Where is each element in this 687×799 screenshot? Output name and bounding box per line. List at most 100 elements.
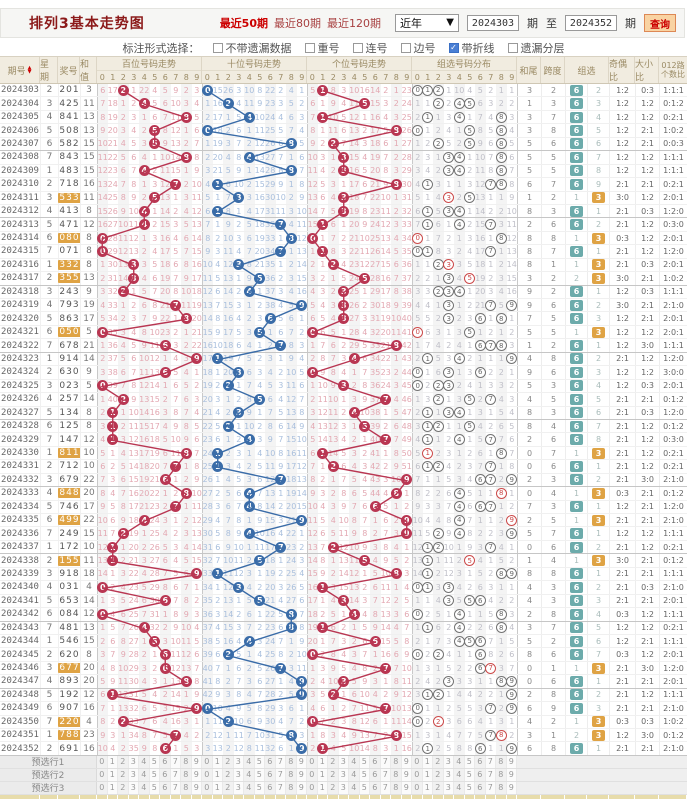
- pick-number-cell[interactable]: 4: [349, 781, 360, 794]
- pick-number-cell[interactable]: 8: [286, 755, 297, 768]
- pick-number-cell[interactable]: 6: [370, 768, 381, 781]
- pick-number-cell[interactable]: 4: [454, 755, 465, 768]
- pick-number-cell[interactable]: 4: [244, 781, 255, 794]
- pick-number-cell[interactable]: 4: [349, 755, 360, 768]
- from-period-input[interactable]: [467, 15, 519, 31]
- pick-number-cell[interactable]: 7: [380, 755, 391, 768]
- pick-number-cell[interactable]: 7: [170, 755, 181, 768]
- pick-number-cell[interactable]: 1: [212, 781, 223, 794]
- pick-number-cell[interactable]: 2: [223, 781, 234, 794]
- pick-number-cell[interactable]: 0: [97, 768, 108, 781]
- pick-number-cell[interactable]: 0: [307, 755, 318, 768]
- pick-number-cell[interactable]: 6: [370, 781, 381, 794]
- pick-number-cell[interactable]: 0: [97, 755, 108, 768]
- pick-number-cell[interactable]: 8: [286, 768, 297, 781]
- pick-number-cell[interactable]: 0: [412, 768, 423, 781]
- pick-number-cell[interactable]: 2: [433, 755, 444, 768]
- pick-number-cell[interactable]: 5: [464, 768, 475, 781]
- pick-number-cell[interactable]: 2: [118, 781, 129, 794]
- pick-number-cell[interactable]: 3: [128, 768, 139, 781]
- pick-number-cell[interactable]: 9: [506, 755, 517, 768]
- pick-number-cell[interactable]: 8: [496, 781, 507, 794]
- pick-number-cell[interactable]: 7: [485, 755, 496, 768]
- pick-number-cell[interactable]: 0: [307, 768, 318, 781]
- checkbox-icon[interactable]: ✓: [400, 42, 411, 53]
- pick-number-cell[interactable]: 1: [107, 755, 118, 768]
- pick-number-cell[interactable]: 2: [223, 768, 234, 781]
- pick-number-cell[interactable]: 5: [359, 755, 370, 768]
- pick-number-cell[interactable]: 0: [202, 781, 213, 794]
- pick-number-cell[interactable]: 3: [128, 781, 139, 794]
- filter-option[interactable]: ✓边号: [400, 40, 436, 56]
- filter-option[interactable]: ✓遗漏分层: [507, 40, 565, 56]
- pick-number-cell[interactable]: 9: [506, 781, 517, 794]
- pick-number-cell[interactable]: 9: [296, 755, 307, 768]
- pick-number-cell[interactable]: 3: [443, 755, 454, 768]
- column-header[interactable]: 期号 ▲ ▼: [0, 57, 40, 83]
- pick-number-cell[interactable]: 5: [359, 781, 370, 794]
- pick-number-cell[interactable]: 9: [191, 781, 202, 794]
- pick-number-cell[interactable]: 9: [296, 768, 307, 781]
- pick-number-cell[interactable]: 4: [139, 768, 150, 781]
- checkbox-icon[interactable]: ✓: [352, 42, 363, 53]
- pick-number-cell[interactable]: 2: [433, 768, 444, 781]
- pick-number-cell[interactable]: 8: [391, 781, 402, 794]
- pick-number-cell[interactable]: 5: [149, 755, 160, 768]
- checked-checkbox-icon[interactable]: ✓: [448, 42, 459, 53]
- pick-number-cell[interactable]: 8: [181, 781, 192, 794]
- pick-number-cell[interactable]: 5: [149, 768, 160, 781]
- pick-number-cell[interactable]: 7: [485, 781, 496, 794]
- pick-number-cell[interactable]: 3: [443, 768, 454, 781]
- pick-number-cell[interactable]: 4: [349, 768, 360, 781]
- pick-number-cell[interactable]: 8: [391, 755, 402, 768]
- range-link[interactable]: 最近80期: [274, 17, 321, 30]
- pick-number-cell[interactable]: 2: [433, 781, 444, 794]
- pick-number-cell[interactable]: 2: [223, 755, 234, 768]
- sort-icon[interactable]: ▲ ▼: [27, 65, 32, 75]
- pick-number-cell[interactable]: 0: [307, 781, 318, 794]
- pick-number-cell[interactable]: 1: [107, 768, 118, 781]
- pick-number-cell[interactable]: 4: [454, 781, 465, 794]
- pick-number-cell[interactable]: 9: [401, 781, 412, 794]
- filter-option[interactable]: ✓不带遗漏数据: [212, 40, 292, 56]
- pick-number-cell[interactable]: 6: [160, 781, 171, 794]
- pick-number-cell[interactable]: 5: [149, 781, 160, 794]
- pick-number-cell[interactable]: 1: [422, 768, 433, 781]
- pick-number-cell[interactable]: 9: [191, 768, 202, 781]
- pick-number-cell[interactable]: 7: [380, 781, 391, 794]
- pick-number-cell[interactable]: 1: [317, 768, 328, 781]
- pick-number-cell[interactable]: 0: [97, 781, 108, 794]
- pick-number-cell[interactable]: 9: [296, 781, 307, 794]
- pick-number-cell[interactable]: 6: [475, 768, 486, 781]
- filter-option[interactable]: ✓重号: [304, 40, 340, 56]
- filter-option[interactable]: ✓ 带折线: [448, 41, 495, 55]
- pick-number-cell[interactable]: 5: [254, 781, 265, 794]
- pick-number-cell[interactable]: 2: [328, 755, 339, 768]
- pick-number-cell[interactable]: 2: [328, 768, 339, 781]
- pick-number-cell[interactable]: 3: [233, 781, 244, 794]
- pick-number-cell[interactable]: 4: [139, 781, 150, 794]
- pick-number-cell[interactable]: 5: [254, 768, 265, 781]
- pick-number-cell[interactable]: 4: [454, 768, 465, 781]
- filter-option[interactable]: ✓连号: [352, 40, 388, 56]
- to-period-input[interactable]: [565, 15, 617, 31]
- pick-number-cell[interactable]: 7: [170, 768, 181, 781]
- pick-number-cell[interactable]: 7: [275, 768, 286, 781]
- pick-number-cell[interactable]: 2: [328, 781, 339, 794]
- pick-number-cell[interactable]: 3: [338, 781, 349, 794]
- pick-number-cell[interactable]: 6: [160, 755, 171, 768]
- pick-number-cell[interactable]: 6: [370, 755, 381, 768]
- pick-number-cell[interactable]: 0: [412, 755, 423, 768]
- pick-number-cell[interactable]: 7: [275, 755, 286, 768]
- pick-number-cell[interactable]: 7: [380, 768, 391, 781]
- pick-number-cell[interactable]: 7: [485, 768, 496, 781]
- pick-number-cell[interactable]: 4: [244, 755, 255, 768]
- pick-number-cell[interactable]: 2: [118, 755, 129, 768]
- pick-number-cell[interactable]: 6: [475, 755, 486, 768]
- pick-number-cell[interactable]: 3: [233, 768, 244, 781]
- range-link[interactable]: 最近120期: [327, 17, 381, 30]
- pick-number-cell[interactable]: 8: [391, 768, 402, 781]
- pick-number-cell[interactable]: 7: [275, 781, 286, 794]
- pick-number-cell[interactable]: 6: [160, 768, 171, 781]
- year-select[interactable]: 近年 ▼: [395, 14, 459, 32]
